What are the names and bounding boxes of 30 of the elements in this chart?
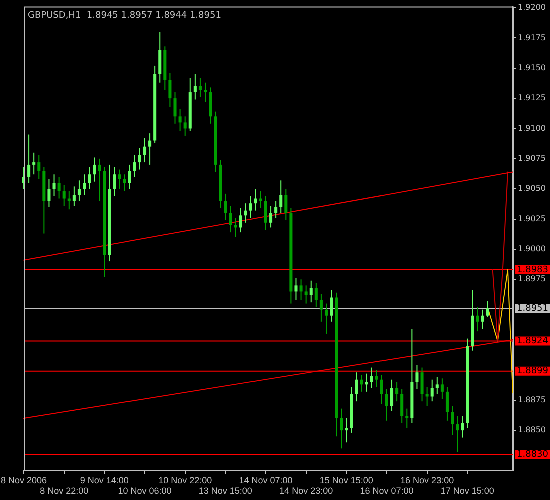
x-tick-label: 14 Nov 23:00 <box>280 486 334 496</box>
y-tick-label: 1.9150 <box>518 63 546 72</box>
x-tick-label: 10 Nov 06:00 <box>118 486 172 496</box>
y-tick-label: 1.9100 <box>518 124 546 133</box>
y-tick-label: 1.9050 <box>518 184 546 194</box>
y-tick-label: 1.8850 <box>518 426 546 435</box>
ref-line-label: 1.8830 <box>517 450 549 460</box>
x-tick-label: 8 Nov 22:00 <box>40 486 89 496</box>
y-tick-label: 1.9200 <box>518 3 546 12</box>
y-tick-label: 1.8875 <box>518 395 546 404</box>
x-tick-label: 13 Nov 15:00 <box>198 486 252 496</box>
y-tick-label: 1.9025 <box>518 214 546 224</box>
x-tick-label: 16 Nov 23:00 <box>400 475 454 486</box>
x-tick-label: 16 Nov 07:00 <box>360 486 414 496</box>
x-tick-label: 10 Nov 22:00 <box>158 475 212 486</box>
y-tick-label: 1.8975 <box>518 274 546 284</box>
y-tick-label: 1.9125 <box>518 94 546 103</box>
x-tick-label: 17 Nov 15:00 <box>440 486 494 496</box>
x-tick-label: 9 Nov 14:00 <box>80 475 129 486</box>
y-tick-label: 1.9000 <box>518 244 546 254</box>
x-tick-label: 8 Nov 2006 <box>0 475 48 486</box>
x-tick-label: 14 Nov 07:00 <box>239 475 293 486</box>
text: GBPUSD,H1 1.8945 1.8957 1.8944 1.8951 <box>28 11 222 22</box>
ref-line-label: 1.8951 <box>517 304 549 314</box>
ref-line-label: 1.8899 <box>517 366 549 377</box>
ref-line-label: 1.8924 <box>517 336 549 347</box>
y-tick-label: 1.9075 <box>518 154 546 163</box>
x-tick-label: 15 Nov 15:00 <box>320 475 374 486</box>
ref-line-label: 1.8983 <box>517 265 549 276</box>
y-tick-label: 1.9175 <box>518 33 546 42</box>
